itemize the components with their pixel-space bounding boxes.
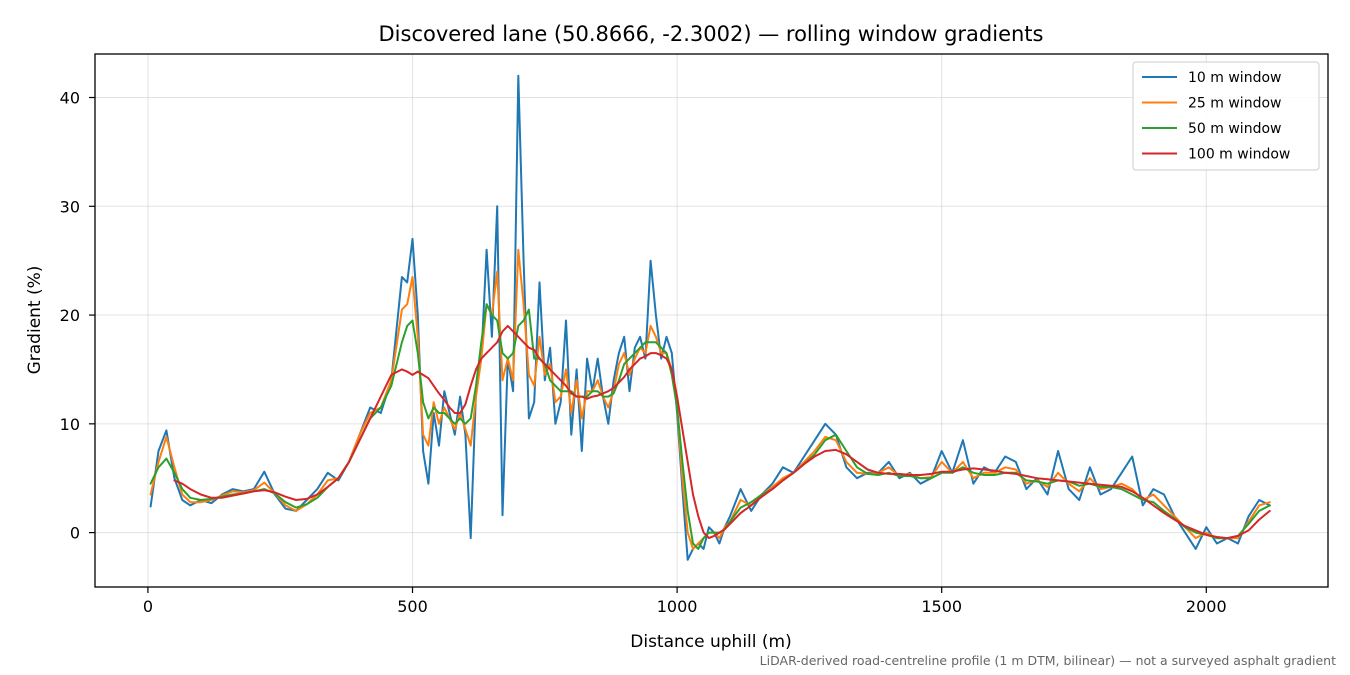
- legend-box: [1132, 61, 1320, 171]
- x-tick-label: 2000: [1186, 597, 1227, 616]
- legend-entry: 100 m window: [1188, 147, 1290, 163]
- x-tick-label: 1500: [921, 597, 962, 616]
- x-tick-label: 0: [143, 597, 153, 616]
- y-tick-label: 40: [60, 89, 80, 108]
- y-tick-label: 30: [60, 197, 80, 216]
- series-line-1: [149, 74, 1271, 561]
- y-tick-label: 10: [60, 415, 80, 434]
- footnote: LiDAR-derived road-centreline profile (1…: [760, 653, 1336, 668]
- x-tick-label: 1000: [657, 597, 698, 616]
- chart-title: Discovered lane (50.8666, -2.3002) — rol…: [379, 22, 1044, 46]
- y-tick-label: 0: [70, 524, 80, 543]
- legend-entry: 50 m window: [1188, 121, 1281, 137]
- y-tick-label: 20: [60, 306, 80, 325]
- legend-entry: 10 m window: [1188, 70, 1281, 86]
- legend: 10 m window 25 m window 50 m window 100 m w…: [1132, 61, 1320, 171]
- series-lines: [149, 74, 1271, 561]
- x-axis-label: Distance uphill (m): [630, 632, 791, 652]
- plot-frame: [94, 53, 1329, 588]
- series-line-4: [173, 324, 1271, 540]
- axis-ticks: 0 500 1000 1500 2000 0 10 20 30 40: [60, 89, 1227, 616]
- series-line-3: [149, 303, 1271, 550]
- y-axis-label: Gradient (%): [25, 266, 45, 375]
- legend-entry: 25 m window: [1188, 96, 1281, 112]
- x-tick-label: 500: [397, 597, 428, 616]
